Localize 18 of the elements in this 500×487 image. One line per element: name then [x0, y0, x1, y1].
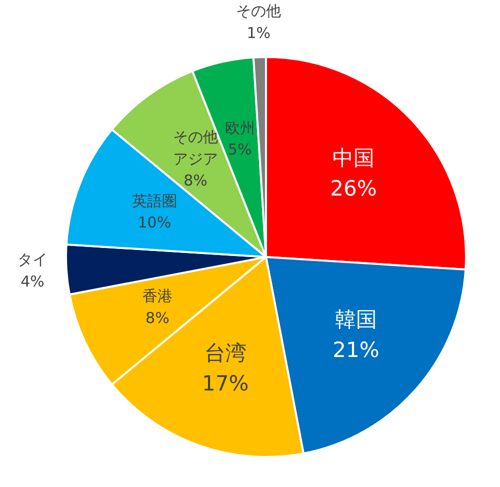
- data-label: 17%: [202, 372, 249, 396]
- slice-label: その他: [236, 2, 282, 20]
- slice-label: 香港: [142, 287, 172, 306]
- data-label: 26%: [330, 176, 377, 201]
- slice-label: 欧州: [224, 118, 255, 137]
- data-label: 8%: [146, 308, 170, 327]
- slice-label: その他アジア: [172, 128, 218, 168]
- data-label: 10%: [138, 214, 172, 232]
- data-label: 1%: [246, 24, 271, 42]
- slice-label: 台湾: [204, 341, 246, 366]
- slice-label: タイ: [17, 250, 48, 269]
- data-label: 4%: [20, 272, 44, 290]
- data-label: 21%: [332, 338, 380, 362]
- data-label: 5%: [228, 140, 252, 159]
- slice-label: 英語圏: [132, 192, 177, 210]
- slice-label: 中国: [332, 146, 374, 170]
- slice-label: 韓国: [335, 308, 378, 332]
- data-label: 8%: [184, 172, 208, 190]
